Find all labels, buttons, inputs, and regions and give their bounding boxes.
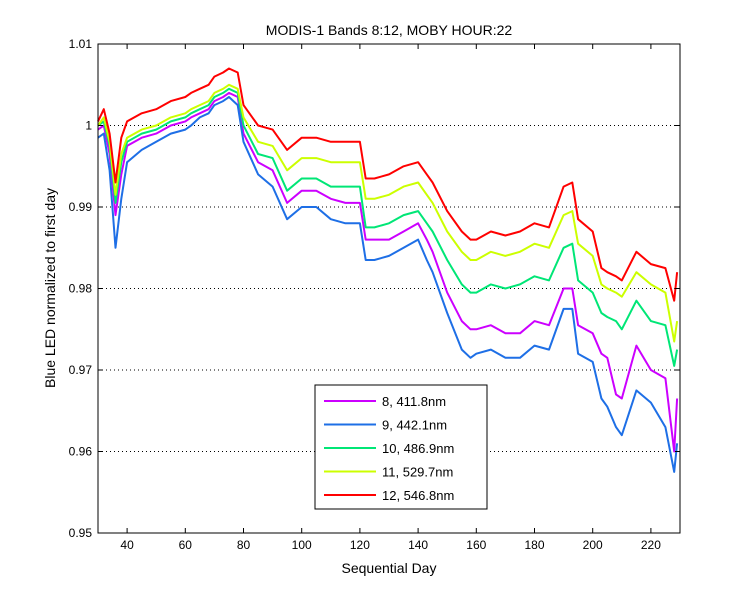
- chart-title: MODIS-1 Bands 8:12, MOBY HOUR:22: [266, 22, 513, 38]
- x-tick-label: 140: [408, 538, 428, 552]
- y-tick-label: 0.97: [69, 363, 93, 377]
- x-tick-label: 60: [179, 538, 193, 552]
- y-tick-label: 0.96: [69, 445, 93, 459]
- series-line-1: [97, 91, 679, 453]
- legend-label: 12, 546.8nm: [382, 488, 454, 503]
- x-tick-label: 100: [292, 538, 312, 552]
- legend: 8, 411.8nm 9, 442.1nm 10, 486.9nm 11, 529.7…: [314, 384, 488, 510]
- series-group: [97, 67, 679, 473]
- series-line-3: [97, 87, 679, 367]
- y-tick-label: 0.95: [69, 526, 93, 540]
- series-line-2: [97, 96, 679, 473]
- x-tick-label: 160: [466, 538, 486, 552]
- series-line-5: [97, 67, 679, 302]
- x-tick-label: 200: [583, 538, 603, 552]
- axes: 0.95 0.96 0.97 0.98 0.99 1 1.01 40 60 80 100 120 140…: [69, 37, 680, 552]
- x-axis-label: Sequential Day: [342, 560, 437, 576]
- y-axis-label: Blue LED normalized to first day: [42, 188, 58, 388]
- x-tick-label: 120: [350, 538, 370, 552]
- x-tick-label: 180: [524, 538, 544, 552]
- legend-label: 11, 529.7nm: [382, 465, 453, 480]
- x-tick-label: 80: [237, 538, 251, 552]
- x-tick-label: 40: [120, 538, 134, 552]
- legend-label: 10, 486.9nm: [382, 441, 454, 456]
- legend-label: 8, 411.8nm: [382, 394, 446, 409]
- x-tick-label: 220: [641, 538, 661, 552]
- series-line-4: [97, 83, 679, 343]
- legend-label: 9, 442.1nm: [382, 418, 447, 433]
- y-tick-label: 1.01: [69, 37, 93, 51]
- grid: [98, 125, 680, 452]
- y-tick-label: 1: [85, 119, 92, 133]
- y-tick-label: 0.98: [69, 282, 93, 296]
- y-tick-label: 0.99: [69, 200, 93, 214]
